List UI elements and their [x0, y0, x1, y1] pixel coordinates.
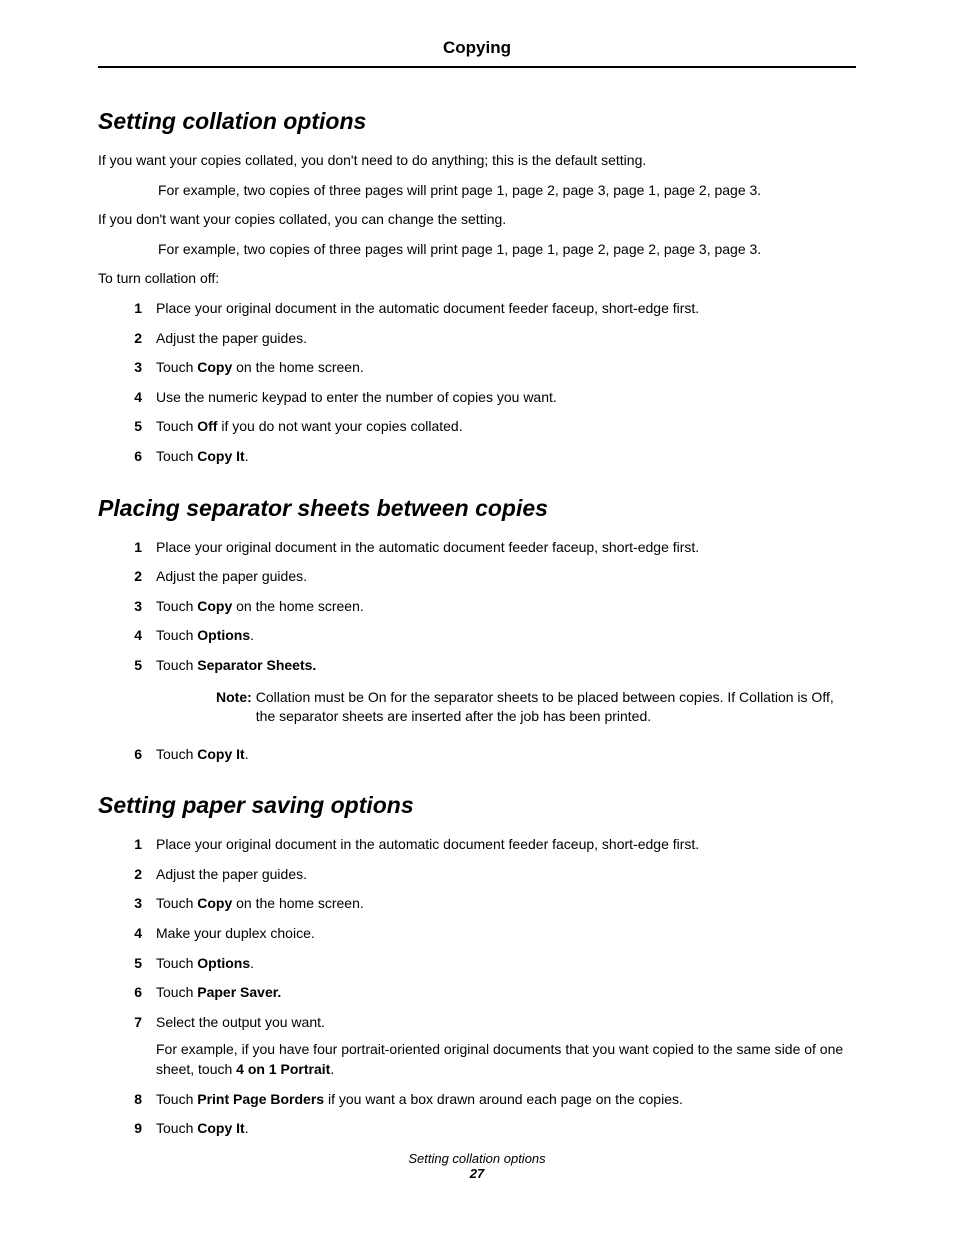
- page-header-title: Copying: [98, 38, 856, 66]
- footer-page-number: 27: [0, 1166, 954, 1181]
- list-text: Touch Copy It.: [156, 447, 856, 467]
- list-text: Touch Copy on the home screen.: [156, 358, 856, 378]
- list-text: Place your original document in the auto…: [156, 835, 856, 855]
- list-number: 4: [128, 924, 156, 944]
- list-item: 6 Touch Copy It.: [128, 447, 856, 467]
- list-text: Touch Copy It.: [156, 745, 856, 765]
- list-item: 1 Place your original document in the au…: [128, 538, 856, 558]
- list-item: 1 Place your original document in the au…: [128, 299, 856, 319]
- list-text: Touch Off if you do not want your copies…: [156, 417, 856, 437]
- list-number: 1: [128, 538, 156, 558]
- list-text: Touch Options.: [156, 954, 856, 974]
- list-item: 1 Place your original document in the au…: [128, 835, 856, 855]
- body-text: To turn collation off:: [98, 269, 856, 289]
- list-item: 3 Touch Copy on the home screen.: [128, 358, 856, 378]
- ordered-list: 1 Place your original document in the au…: [128, 538, 856, 676]
- list-text: Adjust the paper guides.: [156, 329, 856, 349]
- page-footer: Setting collation options 27: [0, 1151, 954, 1181]
- body-text: If you don't want your copies collated, …: [98, 210, 856, 230]
- list-number: 4: [128, 388, 156, 408]
- ordered-list: 6 Touch Copy It.: [128, 745, 856, 765]
- list-number: 6: [128, 983, 156, 1003]
- list-number: 3: [128, 894, 156, 914]
- section-heading-paper-saving: Setting paper saving options: [98, 792, 856, 819]
- list-text: Select the output you want. For example,…: [156, 1013, 856, 1080]
- list-text: Touch Paper Saver.: [156, 983, 856, 1003]
- list-number: 1: [128, 835, 156, 855]
- list-item: 6 Touch Paper Saver.: [128, 983, 856, 1003]
- list-text: Touch Copy on the home screen.: [156, 894, 856, 914]
- body-text: If you want your copies collated, you do…: [98, 151, 856, 171]
- list-text: Adjust the paper guides.: [156, 865, 856, 885]
- list-text: Use the numeric keypad to enter the numb…: [156, 388, 856, 408]
- list-number: 6: [128, 447, 156, 467]
- list-text: Make your duplex choice.: [156, 924, 856, 944]
- list-number: 5: [128, 417, 156, 437]
- list-item: 4 Use the numeric keypad to enter the nu…: [128, 388, 856, 408]
- list-number: 5: [128, 656, 156, 676]
- list-item: 5 Touch Options.: [128, 954, 856, 974]
- list-number: 4: [128, 626, 156, 646]
- note-block: Note: Collation must be On for the separ…: [216, 688, 856, 727]
- list-item: 8 Touch Print Page Borders if you want a…: [128, 1090, 856, 1110]
- list-item: 3 Touch Copy on the home screen.: [128, 894, 856, 914]
- body-text: For example, two copies of three pages w…: [158, 240, 856, 260]
- list-item: 5 Touch Separator Sheets.: [128, 656, 856, 676]
- list-item: 2 Adjust the paper guides.: [128, 329, 856, 349]
- ordered-list: 1 Place your original document in the au…: [128, 835, 856, 1139]
- header-divider: [98, 66, 856, 68]
- list-text: Touch Options.: [156, 626, 856, 646]
- section-heading-collation: Setting collation options: [98, 108, 856, 135]
- list-number: 2: [128, 865, 156, 885]
- list-text: Adjust the paper guides.: [156, 567, 856, 587]
- list-item: 2 Adjust the paper guides.: [128, 567, 856, 587]
- list-number: 1: [128, 299, 156, 319]
- list-text: Touch Copy on the home screen.: [156, 597, 856, 617]
- body-text: For example, two copies of three pages w…: [158, 181, 856, 201]
- list-item: 2 Adjust the paper guides.: [128, 865, 856, 885]
- list-item: 4 Touch Options.: [128, 626, 856, 646]
- list-item: 4 Make your duplex choice.: [128, 924, 856, 944]
- section-heading-separator: Placing separator sheets between copies: [98, 495, 856, 522]
- list-number: 7: [128, 1013, 156, 1080]
- list-item: 7 Select the output you want. For exampl…: [128, 1013, 856, 1080]
- list-number: 5: [128, 954, 156, 974]
- list-item: 3 Touch Copy on the home screen.: [128, 597, 856, 617]
- list-number: 8: [128, 1090, 156, 1110]
- list-number: 3: [128, 597, 156, 617]
- note-text: Collation must be On for the separator s…: [256, 688, 856, 727]
- list-text: Place your original document in the auto…: [156, 538, 856, 558]
- ordered-list: 1 Place your original document in the au…: [128, 299, 856, 467]
- list-number: 2: [128, 329, 156, 349]
- list-item: 6 Touch Copy It.: [128, 745, 856, 765]
- list-text: Touch Separator Sheets.: [156, 656, 856, 676]
- list-number: 2: [128, 567, 156, 587]
- list-number: 3: [128, 358, 156, 378]
- list-item: 5 Touch Off if you do not want your copi…: [128, 417, 856, 437]
- list-text: Touch Print Page Borders if you want a b…: [156, 1090, 856, 1110]
- list-text: Place your original document in the auto…: [156, 299, 856, 319]
- list-number: 9: [128, 1119, 156, 1139]
- note-label: Note:: [216, 688, 256, 727]
- list-text: Touch Copy It.: [156, 1119, 856, 1139]
- list-number: 6: [128, 745, 156, 765]
- list-item: 9 Touch Copy It.: [128, 1119, 856, 1139]
- footer-section-title: Setting collation options: [0, 1151, 954, 1166]
